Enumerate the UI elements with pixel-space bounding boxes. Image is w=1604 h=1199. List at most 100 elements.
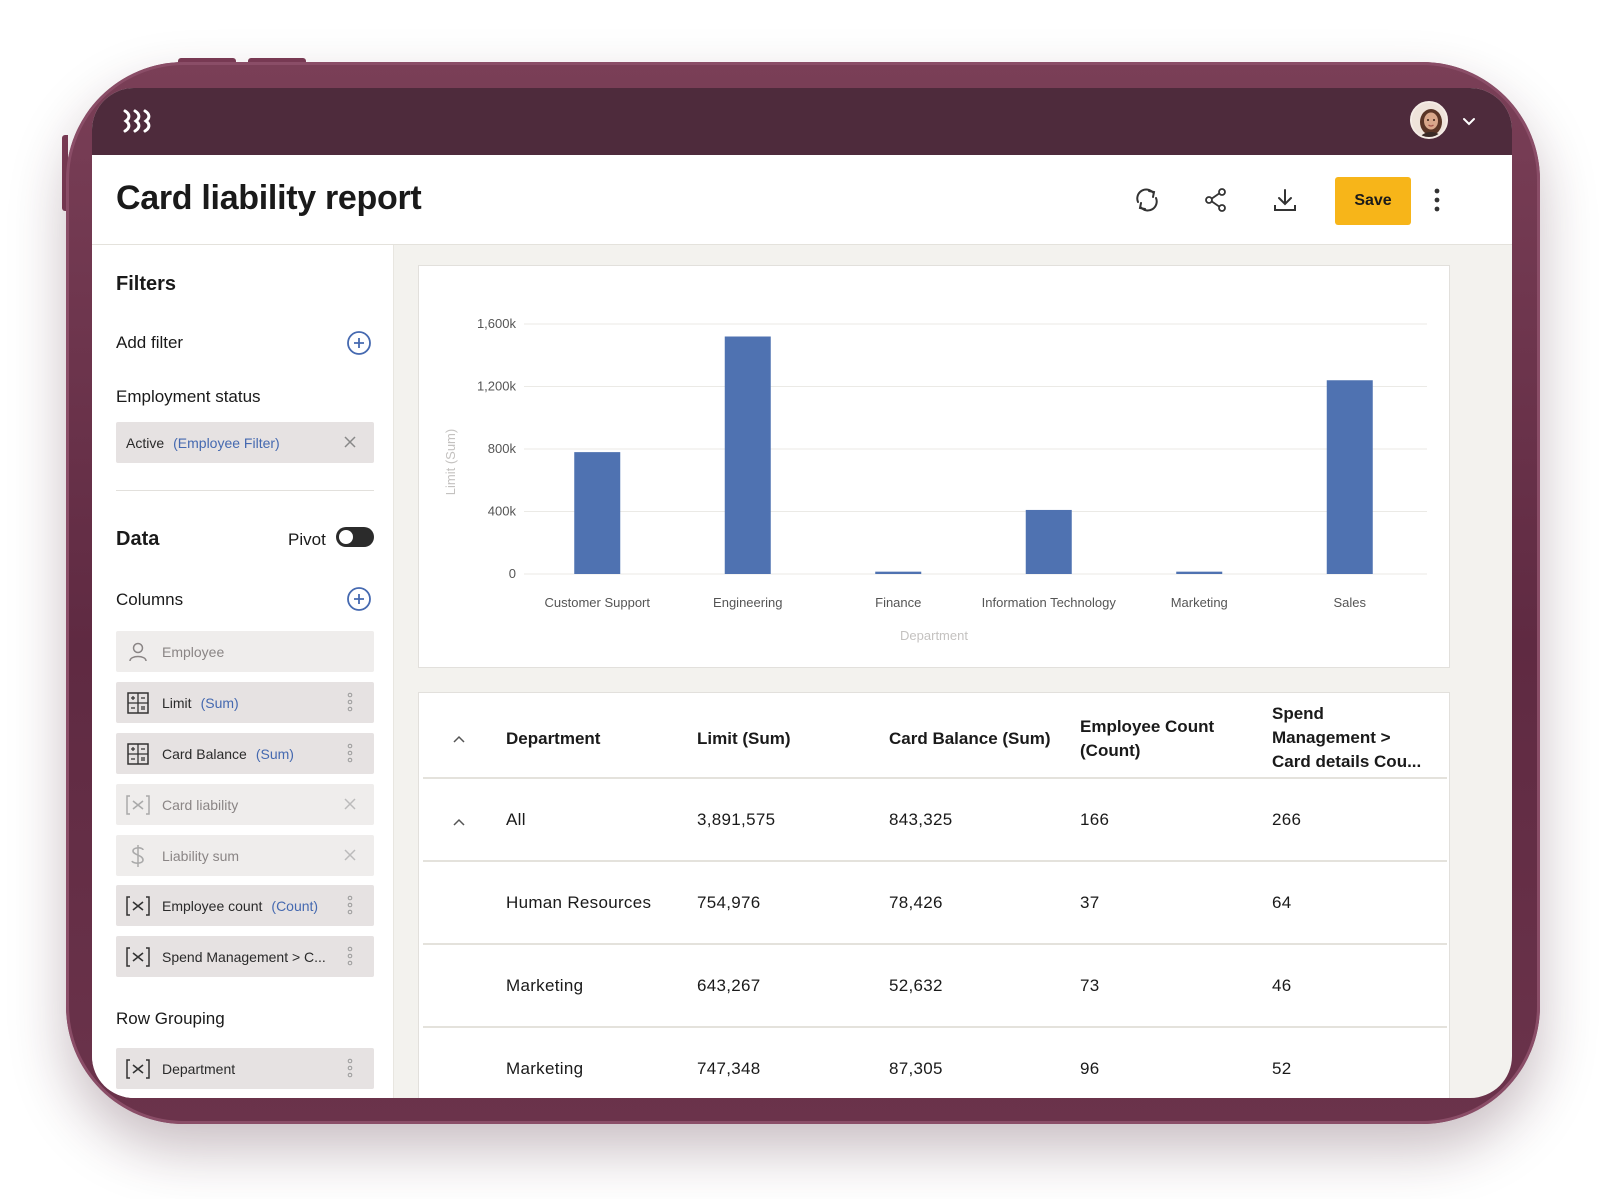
chart-y-ticks: 0 400k 800k 1,200k 1,600k <box>477 316 517 581</box>
header-card-balance[interactable]: Card Balance (Sum) <box>889 729 1051 748</box>
row-grouping-options-button[interactable] <box>340 1058 360 1078</box>
column-chip-employee[interactable]: Employee <box>116 631 374 672</box>
header-limit[interactable]: Limit (Sum) <box>697 729 791 748</box>
chart-y-tick-label: 400k <box>488 504 517 519</box>
header-employee-count-line2: (Count) <box>1080 741 1141 760</box>
column-chip-label: Employee count <box>162 897 263 914</box>
cell-limit: 747,348 <box>697 1059 761 1078</box>
cell-department: Marketing <box>506 976 584 995</box>
column-chip-label: Card Balance <box>162 745 247 762</box>
chart-bar[interactable] <box>724 336 771 575</box>
filter-chip-suffix: (Employee Filter) <box>173 434 280 451</box>
header-spend-management[interactable]: Spend Management > Card details Cou... <box>1272 702 1421 774</box>
chart-y-axis-label: Limit (Sum) <box>443 429 458 495</box>
column-options-button[interactable] <box>340 895 360 915</box>
close-icon <box>344 798 356 810</box>
download-button[interactable] <box>1270 185 1300 215</box>
remove-column-button[interactable] <box>340 845 360 865</box>
chart-bar[interactable] <box>1025 509 1072 574</box>
more-options-button[interactable] <box>1422 185 1452 215</box>
collapse-row-caret-icon[interactable] <box>451 814 467 830</box>
chart-bars <box>574 336 1373 575</box>
variable-icon <box>126 945 150 969</box>
device-volume-button <box>178 58 236 64</box>
chart-x-tick-label: Marketing <box>1171 595 1228 610</box>
add-filter-plus-icon[interactable] <box>346 330 372 356</box>
table-row[interactable]: Human Resources 754,976 78,426 37 64 <box>423 862 1447 945</box>
cell-department: All <box>506 810 526 829</box>
column-chip-spend-management[interactable]: Spend Management > C... <box>116 936 374 977</box>
columns-label: Columns <box>116 590 184 609</box>
table-row[interactable]: Marketing 643,267 52,632 73 46 <box>423 945 1447 1028</box>
refresh-button[interactable] <box>1132 185 1162 215</box>
chevron-down-icon[interactable] <box>1462 114 1476 128</box>
more-vertical-icon <box>347 1058 353 1078</box>
more-vertical-icon <box>347 946 353 966</box>
chart-y-tick-label: 1,600k <box>477 316 517 331</box>
data-table: Department Limit (Sum) Card Balance (Sum… <box>418 692 1450 1098</box>
download-icon <box>1274 189 1296 211</box>
row-grouping-chip-department[interactable]: Department <box>116 1048 374 1089</box>
column-chip-label: Employee <box>162 643 225 660</box>
table-row[interactable]: Marketing 747,348 87,305 96 52 <box>423 1028 1447 1098</box>
column-options-button[interactable] <box>340 946 360 966</box>
cell-card-balance: 87,305 <box>889 1059 943 1078</box>
header-department[interactable]: Department <box>506 729 601 748</box>
add-column-plus-icon[interactable] <box>346 586 372 612</box>
close-icon <box>344 436 356 448</box>
chart-x-tick-label: Customer Support <box>545 595 651 610</box>
column-options-button[interactable] <box>340 743 360 763</box>
dollar-icon <box>126 844 150 868</box>
column-chip-liability-sum[interactable]: Liability sum <box>116 835 374 876</box>
close-icon <box>344 849 356 861</box>
cell-spend: 46 <box>1272 976 1292 995</box>
cell-department: Marketing <box>506 1059 584 1078</box>
remove-filter-button[interactable] <box>340 432 360 452</box>
column-chip-suffix: (Sum) <box>255 745 294 762</box>
toggle-knob <box>339 530 353 544</box>
chart-x-ticks: Customer Support Engineering Finance Inform… <box>545 595 1367 610</box>
chart-x-axis-label: Department <box>900 628 968 643</box>
cell-card-balance: 52,632 <box>889 976 943 995</box>
column-chip-suffix: (Count) <box>271 897 319 914</box>
cell-spend: 266 <box>1272 810 1302 829</box>
more-vertical-icon <box>347 895 353 915</box>
column-options-button[interactable] <box>340 692 360 712</box>
header-employee-count[interactable]: Employee Count (Count) <box>1080 715 1214 763</box>
row-grouping-chip-label: Department <box>162 1060 236 1077</box>
chart-bar[interactable] <box>875 571 922 574</box>
page-title: Card liability report <box>116 179 422 217</box>
employment-filter-chip[interactable]: Active (Employee Filter) <box>116 422 374 463</box>
table-header: Department Limit (Sum) Card Balance (Sum… <box>423 693 1447 779</box>
table-row[interactable]: All 3,891,575 843,325 166 266 <box>423 779 1447 862</box>
filters-heading: Filters <box>116 273 177 295</box>
column-chip-limit[interactable]: Limit (Sum) <box>116 682 374 723</box>
rippling-logo-icon[interactable] <box>122 108 154 134</box>
chart-x-tick-label: Engineering <box>713 595 782 610</box>
more-vertical-icon <box>347 692 353 712</box>
collapse-all-caret-icon[interactable] <box>451 731 467 747</box>
chart-bar[interactable] <box>1326 380 1373 574</box>
chart-y-tick-label: 800k <box>488 441 517 456</box>
pivot-toggle[interactable] <box>336 527 374 547</box>
save-button[interactable]: Save <box>1335 177 1411 225</box>
column-chip-employee-count[interactable]: Employee count (Count) <box>116 885 374 926</box>
cell-employee-count: 96 <box>1080 1059 1100 1078</box>
chart-bar[interactable] <box>574 452 621 574</box>
chart-grid <box>524 323 1427 575</box>
share-icon <box>1205 188 1226 212</box>
more-vertical-icon <box>1434 188 1440 212</box>
top-bar <box>92 88 1512 155</box>
employment-status-label: Employment status <box>116 387 261 406</box>
avatar[interactable] <box>1410 101 1448 139</box>
header-spend-line3: Card details Cou... <box>1272 752 1422 771</box>
calculator-icon <box>126 742 150 766</box>
variable-icon <box>126 1057 150 1081</box>
column-chip-card-balance[interactable]: Card Balance (Sum) <box>116 733 374 774</box>
column-chip-card-liability[interactable]: Card liability <box>116 784 374 825</box>
share-button[interactable] <box>1201 185 1231 215</box>
chart-bar[interactable] <box>1176 571 1223 574</box>
cell-limit: 3,891,575 <box>697 810 776 829</box>
remove-column-button[interactable] <box>340 794 360 814</box>
bar-chart: 0 400k 800k 1,200k 1,600k Customer Support En… <box>443 316 1427 643</box>
